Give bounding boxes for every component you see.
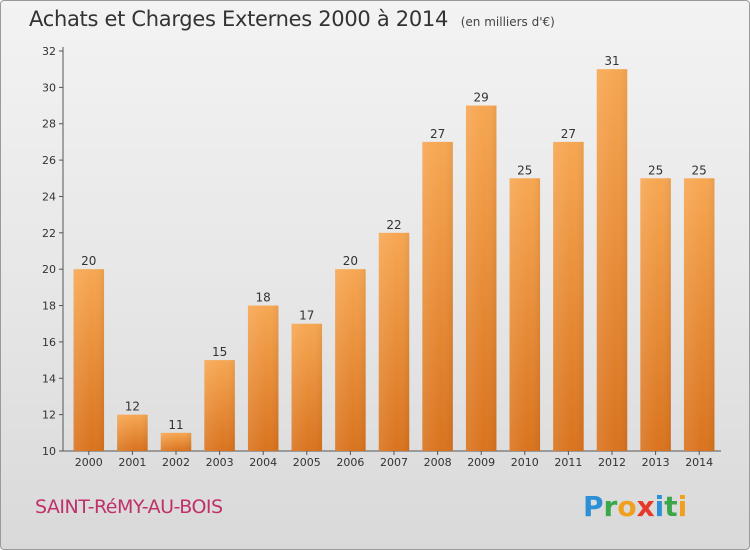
data-label: 17 xyxy=(299,309,314,323)
bar-shade-2005 xyxy=(291,323,323,451)
bar-shade-2012 xyxy=(596,69,628,451)
data-label: 22 xyxy=(386,218,401,232)
x-tick-label: 2004 xyxy=(249,456,277,469)
x-tick-label: 2013 xyxy=(642,456,670,469)
data-labels: 20 12 11 15 18 17 20 22 27 29 25 27 31 25 25 xyxy=(81,54,707,432)
y-tick-label: 20 xyxy=(42,263,56,276)
bar-shade-2010 xyxy=(509,178,541,452)
y-tick-label: 14 xyxy=(42,372,56,385)
bar-shade-2001 xyxy=(117,414,148,451)
x-tick-label: 2012 xyxy=(598,456,626,469)
y-tick-label: 32 xyxy=(42,45,56,58)
bars xyxy=(73,69,715,452)
data-label: 18 xyxy=(256,291,271,305)
x-tick-label: 2008 xyxy=(424,456,452,469)
x-tick-label: 2007 xyxy=(380,456,408,469)
data-label: 15 xyxy=(212,345,227,359)
x-tick-label: 2002 xyxy=(162,456,190,469)
x-tick-label: 2003 xyxy=(206,456,234,469)
y-tick-label: 28 xyxy=(42,118,56,131)
x-tick-label: 2005 xyxy=(293,456,321,469)
data-label: 25 xyxy=(648,163,663,177)
y-tick-label: 12 xyxy=(42,409,56,422)
data-label: 11 xyxy=(168,418,183,432)
x-tick-label: 2009 xyxy=(467,456,495,469)
data-label: 20 xyxy=(81,254,96,268)
data-label: 12 xyxy=(125,400,140,414)
logo-letter: o xyxy=(617,490,637,523)
bar-shade-2004 xyxy=(247,305,279,451)
y-tick-label: 30 xyxy=(42,81,56,94)
data-label: 27 xyxy=(561,127,576,141)
data-label: 25 xyxy=(517,163,532,177)
x-tick-label: 2011 xyxy=(554,456,582,469)
logo-letter: i xyxy=(654,490,665,523)
logo-letter: r xyxy=(603,490,618,523)
y-tick-label: 16 xyxy=(42,336,56,349)
bar-shade-2009 xyxy=(465,105,497,451)
bar-shade-2006 xyxy=(335,269,366,451)
data-label: 25 xyxy=(692,163,707,177)
y-tick-label: 22 xyxy=(42,227,56,240)
bar-shade-2003 xyxy=(204,360,235,451)
x-tick-label: 2000 xyxy=(75,456,103,469)
x-tick-label: 2010 xyxy=(511,456,539,469)
x-tick-label: 2014 xyxy=(685,456,713,469)
axes: 10 12 14 16 18 20 22 24 26 28 30 32 2000 2001 2002 2003… xyxy=(42,45,721,469)
location-name: SAINT-RéMY-AU-BOIS xyxy=(35,496,223,518)
bar-shade-2011 xyxy=(553,141,584,451)
x-tick-label: 2006 xyxy=(336,456,364,469)
logo-letter: i xyxy=(677,490,688,523)
data-label: 31 xyxy=(604,54,619,68)
bar-shade-2007 xyxy=(378,232,410,451)
y-tick-label: 18 xyxy=(42,300,56,313)
logo-letter: P xyxy=(583,490,604,523)
proxiti-logo: Proxiti xyxy=(583,490,687,523)
x-tick-label: 2001 xyxy=(118,456,146,469)
chart-subtitle: (en milliers d'€) xyxy=(460,15,555,29)
data-label: 29 xyxy=(474,91,489,105)
bar-shade-2014 xyxy=(683,178,715,452)
y-tick-label: 10 xyxy=(42,445,56,458)
bar-shade-2002 xyxy=(160,432,192,451)
y-tick-label: 26 xyxy=(42,154,56,167)
y-tick-label: 24 xyxy=(42,190,56,203)
chart-title: Achats et Charges Externes 2000 à 2014 (… xyxy=(29,7,555,31)
logo-letter: x xyxy=(636,490,655,523)
bar-shade-2013 xyxy=(640,178,671,452)
logo-letter: t xyxy=(664,490,678,523)
bar-shade-2000 xyxy=(73,269,105,451)
chart-title-text: Achats et Charges Externes 2000 à 2014 xyxy=(29,7,449,31)
data-label: 20 xyxy=(343,254,358,268)
data-label: 27 xyxy=(430,127,445,141)
bar-shade-2008 xyxy=(422,141,453,451)
